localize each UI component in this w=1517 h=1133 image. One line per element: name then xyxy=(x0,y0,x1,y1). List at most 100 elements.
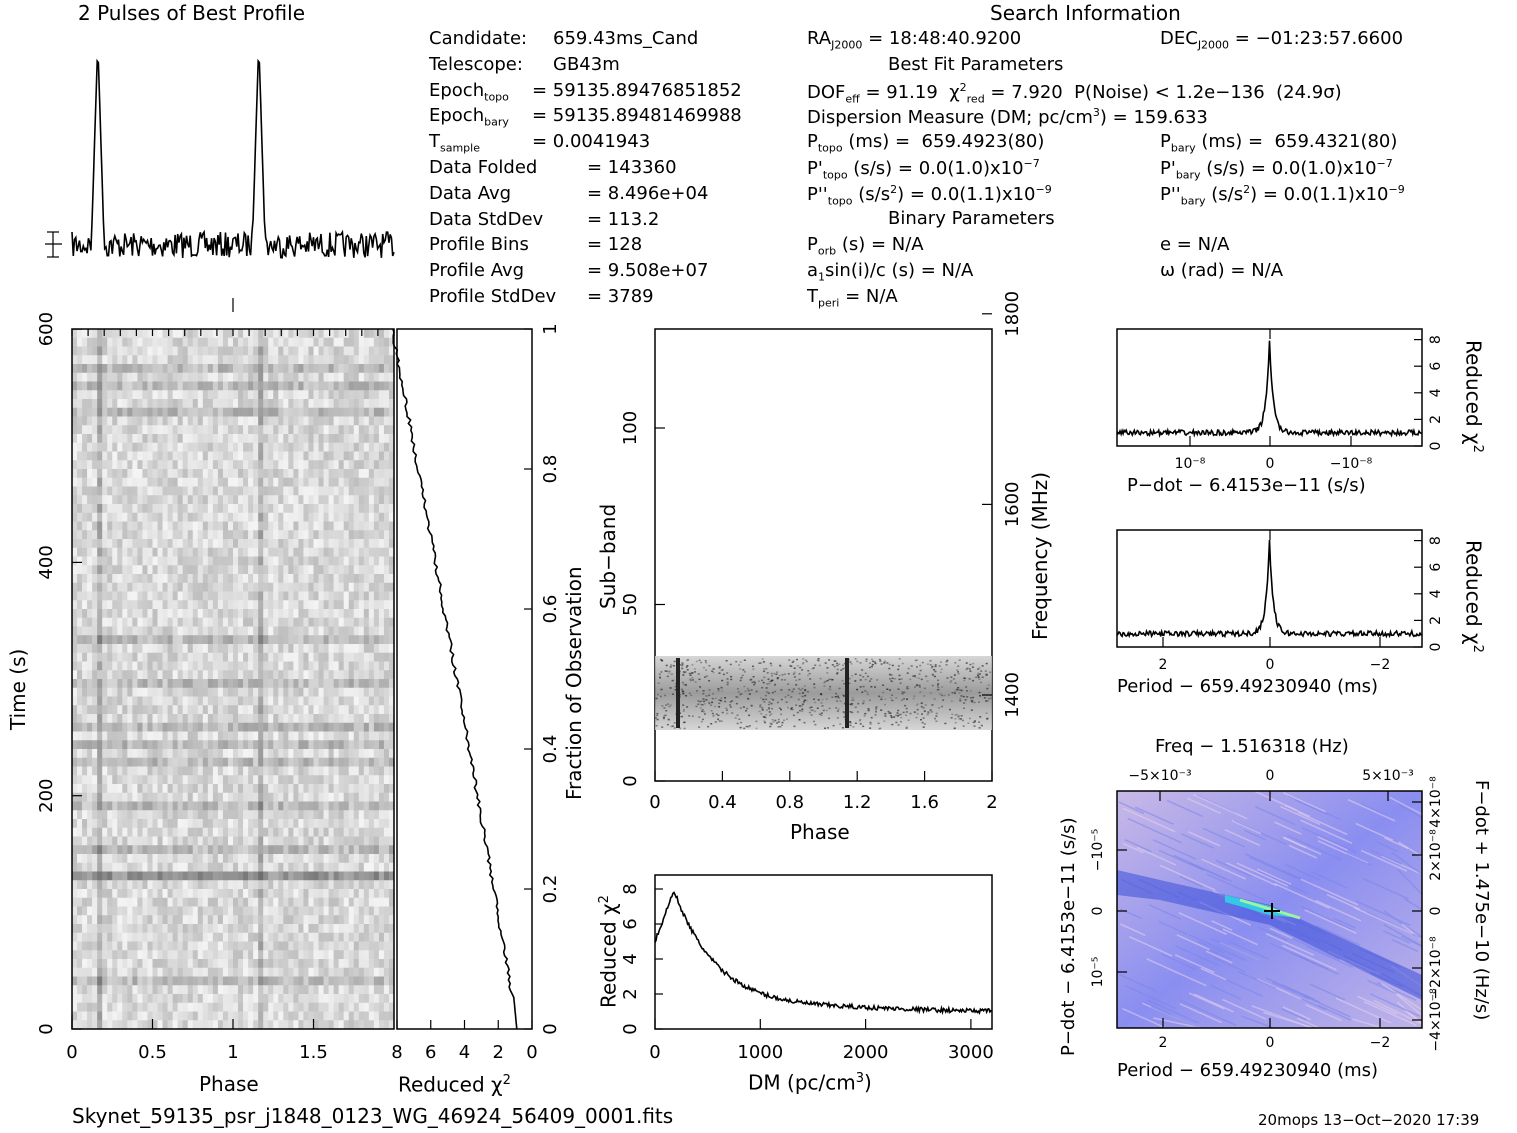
ra-value: RAJ2000 = 18:48:40.9200 xyxy=(807,28,1022,52)
tick-label: 2 xyxy=(1159,1035,1168,1051)
tick-label: 0.4 xyxy=(708,792,737,813)
tick-label: 1 xyxy=(227,1042,238,1063)
info-label: Data StdDev xyxy=(429,208,544,230)
tick-label: −2 xyxy=(1370,1035,1391,1051)
tick-label: 2 xyxy=(1159,657,1168,673)
subband-phase-heatmap: 0 0.4 0.8 1.2 1.6 2 0 50 100 1400 1600 1800 xyxy=(620,291,1023,813)
tick-label: 0 xyxy=(1428,442,1444,451)
fdot-axis-label: F−dot + 1.475e−10 (Hz/s) xyxy=(1471,780,1492,1021)
tick-label: 0.4 xyxy=(540,735,561,764)
info-value: = 128 xyxy=(587,234,643,256)
p-topo: Ptopo (ms) = 659.4923(80) xyxy=(807,131,1045,155)
frequency-axis-label: Frequency (MHz) xyxy=(1028,471,1052,640)
e-value: e = N/A xyxy=(1160,234,1230,255)
p-bary: Pbary (ms) = 659.4321(80) xyxy=(1160,131,1398,155)
fraction-axis-label: Fraction of Observation xyxy=(562,566,586,800)
a1-value: a1sin(i)/c (s) = N/A xyxy=(807,260,974,284)
tick-label: 0 xyxy=(66,1042,77,1063)
tick-label: 0 xyxy=(1090,907,1106,916)
freq-axis-label: Freq − 1.516318 (Hz) xyxy=(1155,736,1349,757)
tick-label: 4×10⁻⁸ xyxy=(1428,776,1444,828)
info-value: 659.43ms_Cand xyxy=(553,28,699,49)
tick-label: 8 xyxy=(1428,536,1444,545)
info-label: Candidate: xyxy=(429,28,528,49)
tick-label: 8 xyxy=(391,1042,402,1063)
tick-label: 0 xyxy=(1266,1035,1275,1051)
info-label: Profile Bins xyxy=(429,234,529,256)
subband-phase-label: Phase xyxy=(790,820,850,844)
dec-value: DECJ2000 = −01:23:57.6600 xyxy=(1160,28,1404,52)
tick-label: 0.8 xyxy=(540,455,561,484)
ppdot-period-axis-label: Period − 659.49230940 (ms) xyxy=(1117,1060,1379,1081)
info-value: = 59135.89476851852 xyxy=(532,79,742,101)
info-label: Profile Avg xyxy=(429,260,525,282)
tick-label: 0 xyxy=(1266,657,1275,673)
tick-label: 2 xyxy=(493,1042,504,1063)
tick-label: −10⁻⁵ xyxy=(1090,829,1106,872)
fraction-chi2-plot: 8 6 4 2 00 0.2 0.4 0.6 0.8 1 xyxy=(391,323,561,1063)
time-phase-heatmap: 0 0.5 1 1.5 0 200 400 600 xyxy=(36,298,395,1063)
tick-label: 6 xyxy=(425,1042,436,1063)
info-label: Data Folded xyxy=(429,157,538,178)
tick-label: 3000 xyxy=(948,1042,994,1063)
phase-axis-label: Phase xyxy=(199,1072,259,1096)
tick-label: 0 xyxy=(36,1023,57,1034)
tick-label: 10⁻⁸ xyxy=(1175,456,1206,472)
info-value: = 143360 xyxy=(587,157,677,178)
info-label: Data Avg xyxy=(429,182,512,204)
tick-label: 1.5 xyxy=(299,1042,328,1063)
time-axis-label: Time (s) xyxy=(6,648,30,730)
dm-value: Dispersion Measure (DM; pc/cm3) = 159.63… xyxy=(807,106,1208,128)
reduced-chi2-axis-label: Reduced χ2 xyxy=(398,1072,511,1097)
info-label: Tsample xyxy=(429,131,480,155)
fraction-curve xyxy=(392,328,518,1030)
tick-label: −10⁻⁸ xyxy=(1330,456,1373,472)
best-fit-title: Best Fit Parameters xyxy=(888,54,1064,75)
tick-label: 0.8 xyxy=(775,792,804,813)
tick-label: 0 xyxy=(1428,907,1444,916)
info-value: = 3789 xyxy=(587,286,654,307)
info-label: Telescope: xyxy=(429,53,523,75)
dm-plot: 0 1000 2000 3000 0 2 4 6 8 xyxy=(620,874,994,1063)
tick-label: 4 xyxy=(459,1042,470,1063)
info-label: Epochbary xyxy=(429,105,509,129)
tick-label: −2 xyxy=(1370,657,1391,673)
tick-label: 1600 xyxy=(1002,481,1023,527)
tick-label: 0 xyxy=(540,1023,561,1034)
tick-label: 1400 xyxy=(1002,672,1023,718)
profile-curve xyxy=(71,58,395,259)
info-label: Profile StdDev xyxy=(429,286,557,307)
tick-label: 2 xyxy=(1428,616,1444,625)
tick-label: 0 xyxy=(1428,643,1444,652)
tick-label: 10⁻⁵ xyxy=(1090,957,1106,988)
tick-label: 0 xyxy=(1266,768,1275,784)
tick-label: 6 xyxy=(620,918,641,929)
tick-label: 0 xyxy=(526,1042,537,1063)
tick-label: 600 xyxy=(36,312,57,346)
tick-label: 6 xyxy=(1428,563,1444,572)
tick-label: 0.5 xyxy=(138,1042,167,1063)
pd-bary: P'bary (s/s) = 0.0(1.0)x10−7 xyxy=(1160,157,1393,182)
tick-label: 0.6 xyxy=(540,595,561,624)
period-axis-label: Period − 659.49230940 (ms) xyxy=(1117,676,1379,697)
period-plot: 0 2 4 6 8 2 0 −2 xyxy=(1116,529,1444,673)
dof-value: DOFeff = 91.19 χ2red = 7.920 P(Noise) < … xyxy=(807,81,1342,106)
pdd-bary: P''bary (s/s2) = 0.0(1.1)x10−9 xyxy=(1160,183,1405,208)
tick-label: 0 xyxy=(620,775,641,786)
info-value: = 0.0041943 xyxy=(532,131,651,153)
tick-label: −2×10⁻⁸ xyxy=(1428,936,1444,1000)
tick-label: 4 xyxy=(620,953,641,964)
tick-label: 8 xyxy=(620,883,641,894)
tick-label: 2 xyxy=(620,988,641,999)
period-curve xyxy=(1116,539,1423,639)
search-title: Search Information xyxy=(990,1,1181,25)
footer-filename: Skynet_59135_psr_j1848_0123_WG_46924_564… xyxy=(72,1104,674,1128)
omega-value: ω (rad) = N/A xyxy=(1160,260,1284,281)
tick-label: 2×10⁻⁸ xyxy=(1428,829,1444,881)
profile-title: 2 Pulses of Best Profile xyxy=(78,1,305,25)
pd-topo: P'topo (s/s) = 0.0(1.0)x10−7 xyxy=(807,157,1040,182)
tick-label: 0 xyxy=(620,1023,641,1034)
tick-label: 4 xyxy=(1428,388,1444,397)
pdot-chi2-axis-label: Reduced χ2 xyxy=(1461,340,1486,453)
dm-curve xyxy=(654,891,993,1016)
